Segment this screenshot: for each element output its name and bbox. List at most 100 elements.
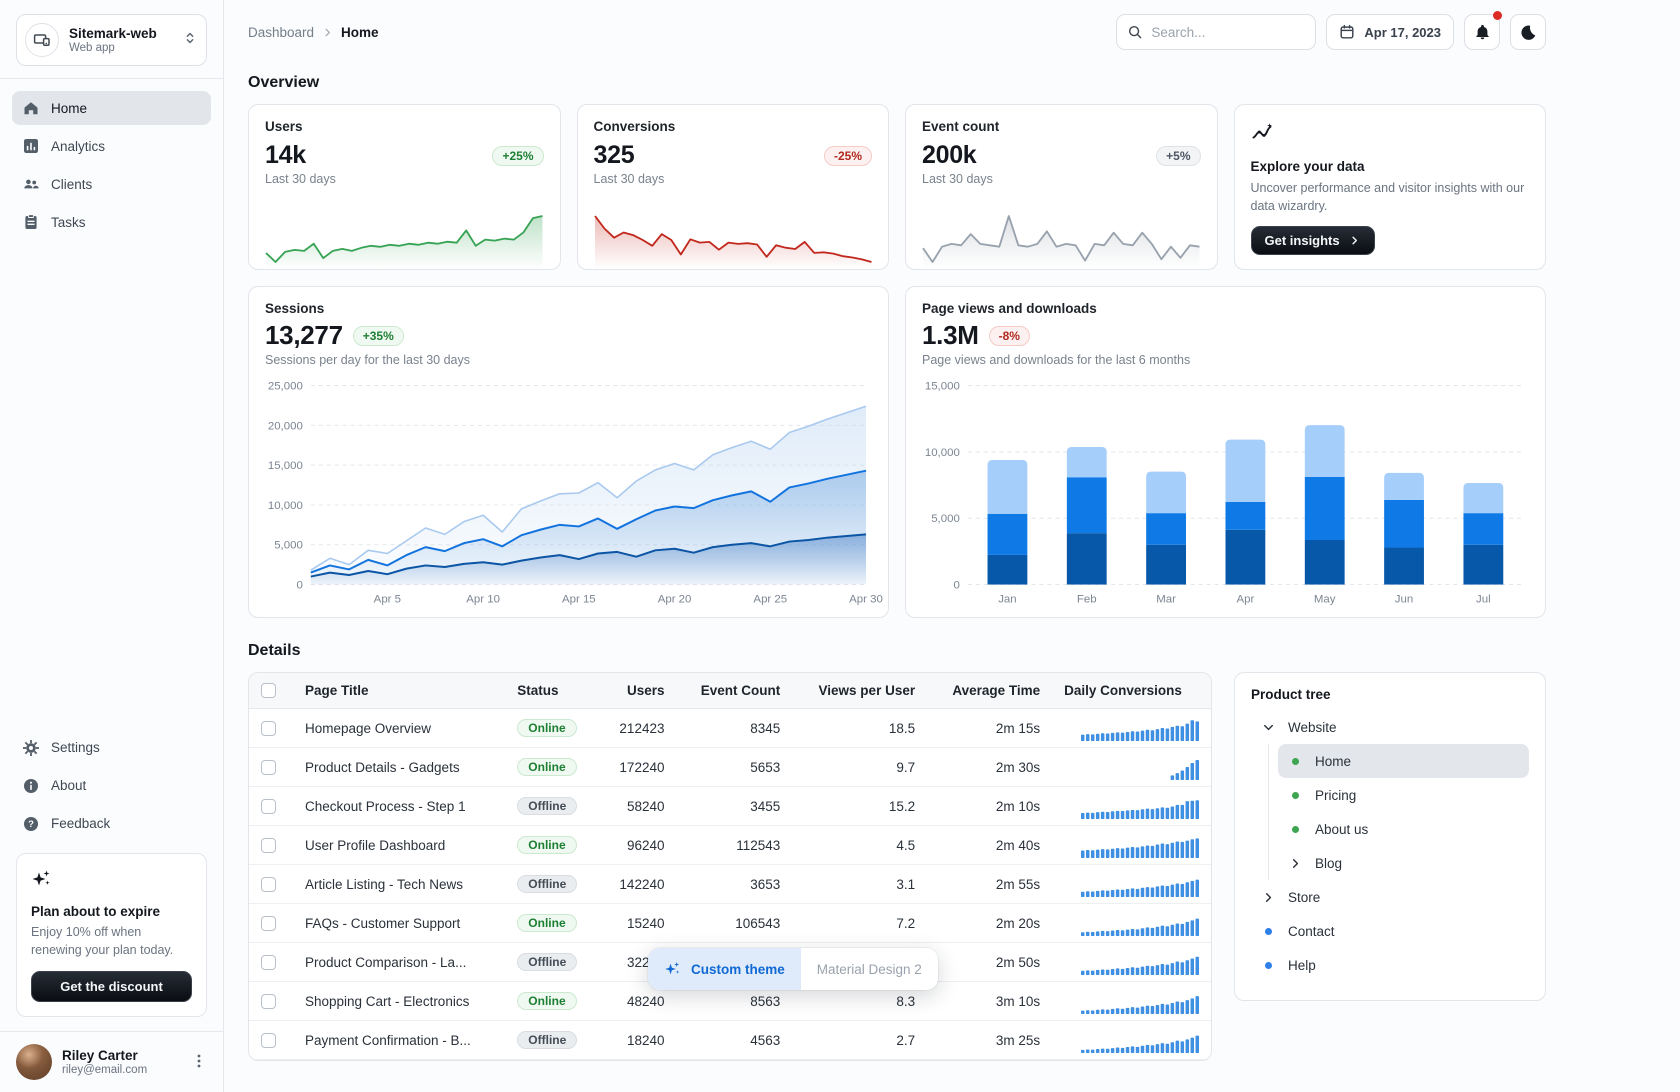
svg-text:0: 0 <box>953 580 959 592</box>
column-header-views-per-user[interactable]: Views per User <box>792 673 928 709</box>
sidebar-item-label: Home <box>51 100 88 116</box>
row-checkbox[interactable] <box>261 915 276 931</box>
sidebar-item-about[interactable]: About <box>12 769 211 803</box>
svg-text:Apr: Apr <box>1236 593 1254 605</box>
material-design-2-button[interactable]: Material Design 2 <box>800 948 938 990</box>
tree-item-contact[interactable]: Contact <box>1251 914 1529 948</box>
main-area: Dashboard Home Apr 17, 2023 <box>224 0 1680 1092</box>
breadcrumb-dashboard[interactable]: Dashboard <box>248 24 315 40</box>
sessions-value: 13,277 <box>265 320 343 350</box>
sidebar-item-tasks[interactable]: Tasks <box>12 205 211 239</box>
notification-badge <box>1493 11 1502 20</box>
topbar: Dashboard Home Apr 17, 2023 <box>248 11 1546 50</box>
date-picker-button[interactable]: Apr 17, 2023 <box>1326 14 1454 50</box>
column-header-users[interactable]: Users <box>599 673 677 709</box>
trend-chip: +5% <box>1156 145 1201 166</box>
custom-theme-label: Custom theme <box>691 961 785 977</box>
workspace-selector[interactable]: Sitemark-web Web app <box>16 14 207 66</box>
row-checkbox[interactable] <box>261 759 276 775</box>
tree-item-website[interactable]: Website <box>1251 710 1529 744</box>
devices-icon <box>25 23 59 57</box>
sidebar-item-label: Settings <box>51 740 100 756</box>
table-row[interactable]: Payment Confirmation - B... Offline 18240 4… <box>249 1020 1211 1060</box>
custom-theme-button[interactable]: Custom theme <box>648 948 801 990</box>
status-cell: Offline <box>505 1020 600 1060</box>
row-checkbox[interactable] <box>261 1032 276 1048</box>
tree-item-label: Store <box>1288 889 1321 905</box>
row-checkbox[interactable] <box>261 876 276 892</box>
search-input[interactable] <box>1151 24 1306 40</box>
row-checkbox[interactable] <box>261 798 276 814</box>
get-discount-button[interactable]: Get the discount <box>31 971 192 1002</box>
charts-row: Sessions 13,277 +35% Sessions per day fo… <box>248 286 1546 618</box>
users-cell: 212423 <box>599 708 677 748</box>
average-time-cell: 2m 15s <box>927 708 1053 748</box>
tree-item-home[interactable]: Home <box>1278 744 1529 778</box>
tree-item-about-us[interactable]: About us <box>1278 812 1529 846</box>
stat-card-conversions: Conversions 325 -25% Last 30 days <box>576 104 889 270</box>
daily-conversions-sparkline <box>1170 759 1199 780</box>
column-header-average-time[interactable]: Average Time <box>927 673 1053 709</box>
row-select-cell <box>249 942 293 982</box>
row-checkbox[interactable] <box>261 954 276 970</box>
tree-item-label: Contact <box>1288 923 1335 939</box>
table-row[interactable]: Checkout Process - Step 1 Offline 58240 345… <box>249 786 1211 826</box>
views-per-user-cell: 7.2 <box>792 903 928 943</box>
select-all-checkbox[interactable] <box>261 683 276 698</box>
get-insights-label: Get insights <box>1264 233 1340 249</box>
row-select-cell <box>249 708 293 748</box>
sidebar-item-home[interactable]: Home <box>12 91 211 125</box>
dark-mode-toggle[interactable] <box>1510 14 1546 50</box>
row-checkbox[interactable] <box>261 720 276 736</box>
row-checkbox[interactable] <box>261 837 276 853</box>
svg-text:?: ? <box>28 819 34 830</box>
green-dot <box>1292 791 1299 799</box>
table-row[interactable]: Product Details - Gadgets Online 172240 565… <box>249 747 1211 787</box>
sidebar-item-label: About <box>51 778 87 794</box>
notifications-button[interactable] <box>1464 11 1502 50</box>
row-checkbox[interactable] <box>261 993 276 1009</box>
page-title-cell: Payment Confirmation - B... <box>293 1020 506 1060</box>
status-badge: Online <box>517 719 577 737</box>
tree-item-store[interactable]: Store <box>1251 880 1529 914</box>
daily-conversions-cell <box>1052 747 1211 787</box>
status-cell: Offline <box>505 786 600 826</box>
table-row[interactable]: User Profile Dashboard Online 96240 112543 4… <box>249 825 1211 865</box>
settings-icon <box>23 739 39 756</box>
row-select-cell <box>249 747 293 787</box>
tree-item-pricing[interactable]: Pricing <box>1278 778 1529 812</box>
sparkle-icon <box>665 962 680 975</box>
daily-conversions-cell <box>1052 981 1211 1021</box>
insights-icon <box>1251 121 1530 150</box>
user-menu-button[interactable] <box>187 1049 211 1076</box>
sidebar-item-clients[interactable]: Clients <box>12 167 211 201</box>
tree-item-help[interactable]: Help <box>1251 948 1529 982</box>
column-header-event-count[interactable]: Event Count <box>676 673 793 709</box>
svg-text:Apr 20: Apr 20 <box>658 593 692 605</box>
event-count-cell: 8345 <box>676 708 793 748</box>
sidebar-item-feedback[interactable]: ? Feedback <box>12 807 211 841</box>
column-header-status[interactable]: Status <box>505 673 600 709</box>
bell-icon <box>1475 24 1489 39</box>
table-row[interactable]: Article Listing - Tech News Offline 142240… <box>249 864 1211 904</box>
sidebar-item-settings[interactable]: Settings <box>12 731 211 765</box>
column-header-page-title[interactable]: Page Title <box>293 673 506 709</box>
table-row[interactable]: FAQs - Customer Support Online 15240 106543… <box>249 903 1211 943</box>
row-select-cell <box>249 1020 293 1060</box>
chevron-down-icon <box>1264 724 1273 730</box>
sessions-title: Sessions <box>265 301 325 316</box>
average-time-cell: 2m 40s <box>927 825 1053 865</box>
unfold-icon <box>182 30 198 51</box>
sidebar-item-analytics[interactable]: Analytics <box>12 129 211 163</box>
sparkline <box>922 215 1200 269</box>
average-time-cell: 3m 25s <box>927 1020 1053 1060</box>
status-cell: Offline <box>505 942 600 982</box>
table-row[interactable]: Homepage Overview Online 212423 8345 18.5 2m … <box>249 708 1211 748</box>
get-insights-button[interactable]: Get insights <box>1250 226 1375 256</box>
user-row: Riley Carter riley@email.com <box>0 1031 223 1092</box>
column-header-daily-conversions[interactable]: Daily Conversions <box>1052 673 1211 709</box>
sparkline <box>593 215 872 269</box>
page-title-cell: FAQs - Customer Support <box>293 903 506 943</box>
daily-conversions-sparkline <box>1081 838 1199 858</box>
tree-item-blog[interactable]: Blog <box>1278 846 1529 880</box>
